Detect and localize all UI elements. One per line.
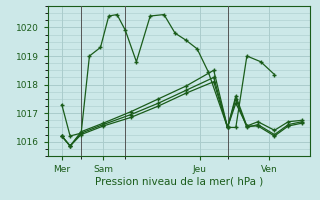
X-axis label: Pression niveau de la mer( hPa ): Pression niveau de la mer( hPa ) bbox=[95, 177, 263, 187]
